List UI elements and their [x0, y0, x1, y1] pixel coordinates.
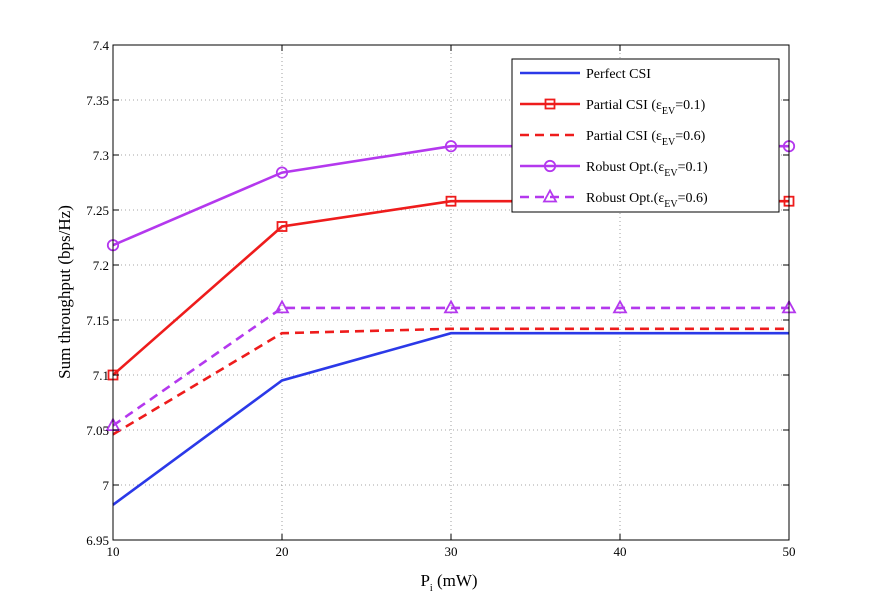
series-line: [112, 327, 789, 436]
series-1: [107, 195, 795, 381]
y-tick-label: 7.05: [86, 423, 109, 438]
data-point-marker: [612, 299, 628, 314]
legend-label: Robust Opt.(εEV=0.6): [586, 191, 708, 210]
y-tick-label: 7.1: [93, 368, 109, 383]
x-tick-label: 20: [276, 544, 289, 559]
data-point-marker: [276, 221, 288, 232]
y-axis-label: Sum throughput (bps/Hz): [55, 205, 74, 379]
x-tick-label: 50: [783, 544, 796, 559]
legend-marker: [543, 159, 557, 173]
x-tick-label: 40: [614, 544, 627, 559]
series-line: [112, 331, 789, 506]
y-tick-label: 7: [103, 478, 110, 493]
y-tick-label: 7.3: [93, 148, 109, 163]
x-tick-label: 30: [445, 544, 458, 559]
legend-marker: [542, 188, 558, 203]
data-point-marker: [444, 140, 458, 153]
series-2: [112, 327, 789, 436]
y-tick-label: 7.25: [86, 203, 109, 218]
legend: Perfect CSI Partial CSI (εEV=0.1) Partial …: [511, 58, 780, 213]
x-tick-label: 10: [107, 544, 120, 559]
legend-label: Perfect CSI: [586, 67, 651, 82]
y-tick-label: 7.2: [93, 258, 109, 273]
y-tick-label: 7.4: [93, 38, 110, 53]
grid-lines: [113, 45, 789, 540]
series-line: [112, 199, 789, 376]
y-tick-label: 7.35: [86, 93, 109, 108]
series-line: [112, 306, 789, 427]
data-point-marker: [274, 299, 290, 314]
data-point-marker: [445, 195, 457, 207]
legend-marker: [544, 98, 556, 110]
legend-label: Partial CSI (εEV=0.6): [586, 129, 706, 148]
axis-ticks: 10 20 30 40 50 6.95 7 7.05 7.1 7.15 7.2 7.25 7.3 7.35…: [86, 38, 795, 559]
x-axis-label: Pi (mW): [420, 571, 477, 594]
data-point-marker: [275, 166, 289, 179]
data-point-marker: [443, 299, 459, 314]
y-tick-label: 6.95: [86, 533, 109, 548]
y-tick-label: 7.15: [86, 313, 109, 328]
series-0: [112, 331, 789, 506]
legend-label: Partial CSI (εEV=0.1): [586, 98, 706, 117]
legend-label: Robust Opt.(εEV=0.1): [586, 160, 708, 179]
